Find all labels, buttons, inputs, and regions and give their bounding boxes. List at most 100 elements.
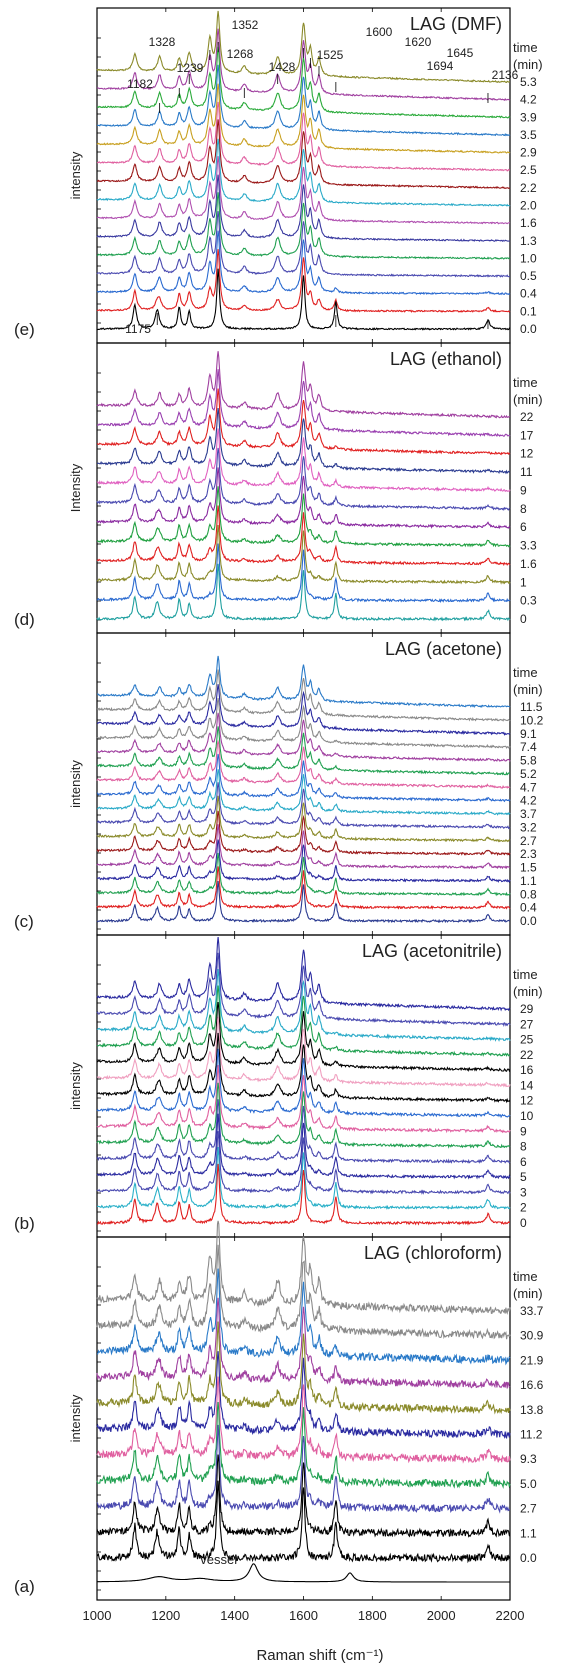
x-tick-label: 1000 bbox=[83, 1608, 112, 1623]
x-tick-label: 2000 bbox=[427, 1608, 456, 1623]
series-time-label: 16.6 bbox=[520, 1378, 544, 1392]
series-time-label: 8 bbox=[520, 502, 527, 516]
series-line bbox=[96, 1082, 511, 1149]
series-time-label: 17 bbox=[520, 428, 534, 442]
series-time-label: 2.0 bbox=[520, 199, 537, 213]
series-line bbox=[96, 119, 511, 190]
time-header: time bbox=[513, 1269, 538, 1284]
series-line bbox=[96, 1099, 511, 1164]
series-time-label: 1.3 bbox=[520, 234, 537, 248]
y-axis-label: intensity bbox=[68, 1394, 83, 1442]
time-unit-header: (min) bbox=[513, 1286, 543, 1301]
panel-frame bbox=[96, 342, 511, 634]
series-time-label: 6 bbox=[520, 1155, 527, 1169]
x-axis-label: Raman shift (cm⁻¹) bbox=[256, 1647, 383, 1664]
series-time-label: 5.3 bbox=[520, 75, 537, 89]
series-line bbox=[96, 543, 511, 604]
series-line bbox=[96, 211, 510, 278]
series-line bbox=[96, 1480, 511, 1564]
panel-d: LAG (ethanol) (d) Intensity time (min) 22 17 12… bbox=[14, 342, 543, 634]
series-line bbox=[96, 101, 511, 172]
series-line bbox=[96, 985, 511, 1057]
series-line bbox=[96, 1163, 510, 1226]
series-time-label: 29 bbox=[520, 1002, 534, 1016]
series-line bbox=[96, 1297, 511, 1389]
series-line bbox=[96, 388, 511, 456]
y-axis-label: intensity bbox=[68, 760, 83, 808]
series-time-label: 16 bbox=[520, 1063, 534, 1077]
series-line bbox=[96, 824, 511, 870]
series-line bbox=[96, 28, 511, 102]
peak-annotation: 1645 bbox=[447, 46, 474, 60]
panel-title: LAG (acetonitrile) bbox=[362, 941, 502, 961]
series-time-label: 1.1 bbox=[520, 1526, 537, 1540]
peak-annotation: 1600 bbox=[366, 25, 393, 39]
time-header: time bbox=[513, 375, 538, 390]
panel-label: (e) bbox=[14, 320, 35, 339]
series-time-label: 4.7 bbox=[520, 780, 537, 794]
series-line bbox=[97, 369, 511, 438]
series-line bbox=[96, 726, 511, 776]
series-time-label: 5.0 bbox=[520, 1477, 537, 1491]
series-line bbox=[96, 486, 511, 548]
series-line bbox=[96, 1065, 511, 1134]
series-line bbox=[96, 852, 511, 897]
series-time-label: 1.6 bbox=[520, 216, 537, 230]
peak-annotation: 1175 bbox=[125, 322, 151, 336]
series-line bbox=[96, 524, 511, 585]
panel-label: (d) bbox=[14, 610, 35, 629]
x-tick-label: 2200 bbox=[496, 1608, 525, 1623]
series-time-label: 3 bbox=[520, 1185, 527, 1199]
series-line bbox=[96, 1016, 511, 1088]
time-unit-header: (min) bbox=[513, 57, 543, 72]
series-line bbox=[96, 83, 511, 154]
series-time-label: 30.9 bbox=[520, 1329, 544, 1343]
peak-annotation: 1525 bbox=[317, 48, 344, 62]
series-line bbox=[96, 428, 511, 493]
series-time-label: 2 bbox=[520, 1201, 527, 1215]
series-time-label: 2.9 bbox=[520, 146, 537, 160]
panel-title: LAG (chloroform) bbox=[364, 1243, 502, 1263]
vessel-label: vessel bbox=[200, 1552, 237, 1567]
series-time-label: 3.9 bbox=[520, 110, 537, 124]
series-line bbox=[96, 712, 511, 762]
series-line bbox=[96, 249, 511, 313]
series-time-label: 1.0 bbox=[520, 251, 537, 265]
time-header: time bbox=[513, 40, 538, 55]
peak-annotation: 1268 bbox=[227, 47, 254, 61]
peak-annotation: 1182 bbox=[127, 77, 153, 91]
series-time-label: 0.5 bbox=[520, 269, 537, 283]
panel-b: LAG (acetonitrile) (b) intensity time (min) 2… bbox=[14, 934, 543, 1238]
series-time-label: 12 bbox=[520, 447, 534, 461]
series-time-label: 10 bbox=[520, 1109, 534, 1123]
series-time-label: 1.6 bbox=[520, 557, 537, 571]
series-time-label: 3.7 bbox=[520, 807, 537, 821]
series-time-label: 0.0 bbox=[520, 322, 537, 336]
series-time-label: 9 bbox=[520, 483, 527, 497]
series-line bbox=[96, 810, 511, 857]
series-line bbox=[96, 881, 510, 924]
peak-annotation: 1352 bbox=[232, 18, 259, 32]
series-time-label: 2.7 bbox=[520, 834, 537, 848]
series-line bbox=[96, 563, 511, 622]
time-unit-header: (min) bbox=[513, 682, 543, 697]
panel-e: LAG (DMF) (e) intensity time (min) 5.3 4.2 3.9 3… bbox=[14, 7, 543, 344]
series-time-label: 10.2 bbox=[520, 713, 544, 727]
series-line bbox=[96, 64, 511, 137]
series-time-label: 5.8 bbox=[520, 754, 537, 768]
series-time-label: 14 bbox=[520, 1078, 534, 1092]
series-time-label: 2.2 bbox=[520, 181, 537, 195]
series-time-label: 1.5 bbox=[520, 861, 537, 875]
series-time-label: 0.3 bbox=[520, 594, 537, 608]
series-line bbox=[96, 10, 511, 84]
series-time-label: 9.1 bbox=[520, 727, 537, 741]
series-line bbox=[96, 138, 511, 207]
series-line bbox=[96, 447, 511, 512]
series-line bbox=[96, 1376, 511, 1464]
time-unit-header: (min) bbox=[513, 984, 543, 999]
series-time-label: 13.8 bbox=[520, 1403, 544, 1417]
time-header: time bbox=[513, 967, 538, 982]
y-axis-label: intensity bbox=[68, 1062, 83, 1110]
series-time-label: 1.1 bbox=[520, 874, 537, 888]
peak-annotation: 1694 bbox=[427, 59, 454, 73]
